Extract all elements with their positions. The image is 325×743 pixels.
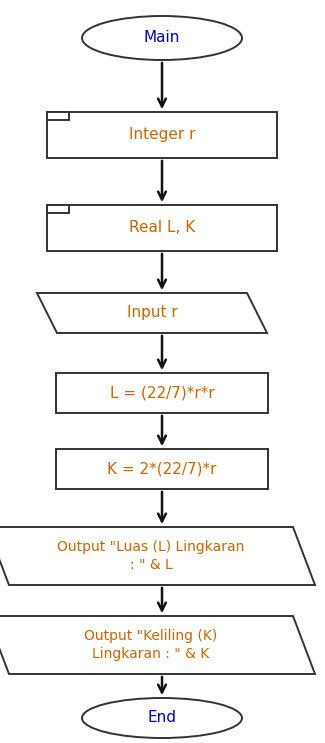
Ellipse shape: [82, 698, 242, 738]
Polygon shape: [0, 527, 315, 585]
Text: End: End: [148, 710, 176, 725]
Bar: [47, 112, 277, 158]
Ellipse shape: [82, 16, 242, 60]
Text: Integer r: Integer r: [129, 128, 195, 143]
Text: L = (22/7)*r*r: L = (22/7)*r*r: [110, 386, 214, 400]
Bar: [56, 449, 268, 489]
Text: Input r: Input r: [127, 305, 177, 320]
Text: Output "Luas (L) Lingkaran
: " & L: Output "Luas (L) Lingkaran : " & L: [57, 540, 245, 572]
Bar: [47, 205, 277, 251]
Bar: [47, 112, 69, 120]
Polygon shape: [0, 616, 315, 674]
Text: Main: Main: [144, 30, 180, 45]
Bar: [47, 205, 69, 213]
Text: Real L, K: Real L, K: [129, 221, 195, 236]
Text: K = 2*(22/7)*r: K = 2*(22/7)*r: [107, 461, 217, 476]
Bar: [56, 373, 268, 413]
Text: Output "Keliling (K)
Lingkaran : " & K: Output "Keliling (K) Lingkaran : " & K: [84, 629, 218, 661]
Polygon shape: [37, 293, 267, 333]
